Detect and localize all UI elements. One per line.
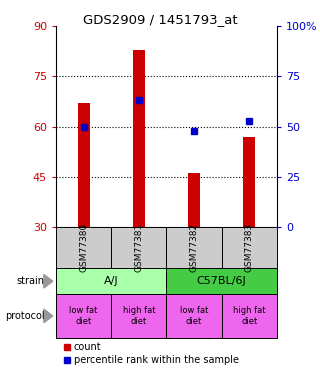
Text: GSM77380: GSM77380 (79, 223, 88, 272)
Text: protocol: protocol (5, 311, 45, 321)
Text: GDS2909 / 1451793_at: GDS2909 / 1451793_at (83, 13, 237, 26)
Text: count: count (74, 342, 101, 352)
Text: A/J: A/J (104, 276, 118, 286)
Bar (133, 50, 145, 227)
Text: percentile rank within the sample: percentile rank within the sample (74, 355, 239, 365)
Text: GSM77383: GSM77383 (245, 223, 254, 272)
Text: strain: strain (17, 276, 45, 286)
Bar (243, 136, 255, 227)
Text: high fat
diet: high fat diet (233, 306, 266, 326)
Text: low fat
diet: low fat diet (180, 306, 208, 326)
Bar (188, 173, 200, 227)
Text: low fat
diet: low fat diet (69, 306, 98, 326)
Text: C57BL/6J: C57BL/6J (197, 276, 246, 286)
Text: high fat
diet: high fat diet (123, 306, 155, 326)
Bar (77, 103, 90, 227)
Polygon shape (44, 309, 53, 322)
Polygon shape (44, 274, 53, 288)
Text: GSM77381: GSM77381 (134, 223, 143, 272)
Text: GSM77382: GSM77382 (189, 223, 198, 272)
